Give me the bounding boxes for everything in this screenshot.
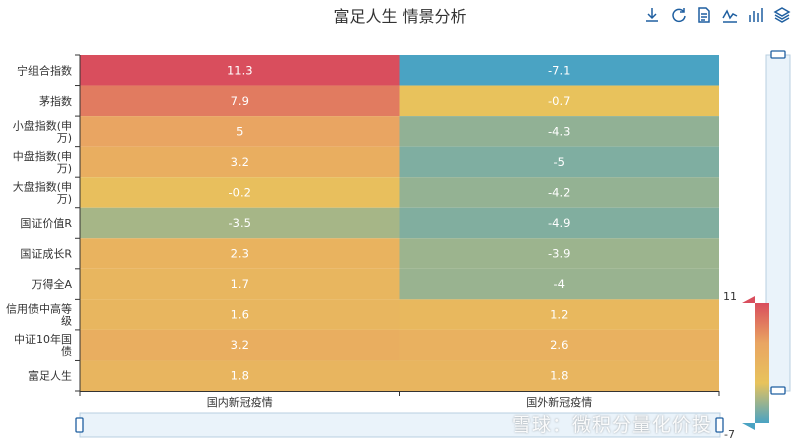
cell-value-label: -4 [554, 277, 565, 291]
cell-value-label: 11.3 [227, 63, 253, 77]
y-tick-label: 中证10年国债 [14, 332, 72, 358]
chart-title: 富足人生 情景分析 [333, 7, 467, 26]
heatmap-cell [80, 238, 400, 269]
heatmap-cell [80, 85, 400, 117]
y-tick-label: 中盘指数(申万) [13, 149, 72, 175]
x-tick-label: 国外新冠疫情 [526, 395, 592, 409]
cell-value-label: -4.2 [548, 185, 570, 199]
heatmap-cell [80, 329, 400, 361]
heatmap-cell [399, 177, 719, 208]
x-datazoom-handle-left[interactable] [75, 417, 84, 433]
y-datazoom-slider[interactable] [765, 54, 791, 392]
cell-value-label: 3.2 [231, 155, 249, 169]
bar-chart-icon[interactable] [747, 6, 765, 24]
y-tick-label: 信用债中高等级 [6, 302, 72, 328]
heatmap-cell [399, 360, 719, 391]
heatmap-cell [80, 55, 400, 86]
heatmap-cell [399, 207, 719, 239]
y-datazoom-handle-top[interactable] [770, 50, 786, 59]
cell-value-label: 5 [236, 124, 243, 138]
download-icon[interactable] [643, 6, 661, 24]
cell-value-label: 2.3 [231, 247, 249, 261]
heatmap-cell [80, 116, 400, 147]
x-datazoom-handle-right[interactable] [715, 417, 724, 433]
cell-value-label: 1.8 [550, 369, 568, 383]
y-tick-label: 宁组合指数 [17, 63, 72, 77]
visual-map-max-label: 11 [723, 290, 737, 303]
y-tick-label: 大盘指数(申万) [13, 179, 72, 205]
heatmap-cell [399, 116, 719, 147]
y-tick-label: 茅指数 [39, 94, 72, 108]
cell-value-label: -3.9 [548, 247, 570, 261]
heatmap-cell [399, 238, 719, 269]
heatmap-cell [80, 360, 400, 391]
cell-value-label: -4.3 [548, 124, 570, 138]
cell-value-label: 1.6 [231, 308, 249, 322]
watermark: 雪球：微积分量化价投 [512, 414, 713, 436]
heatmap-cell [399, 329, 719, 361]
cell-value-label: -0.7 [548, 94, 570, 108]
visual-map-handle-min[interactable] [742, 423, 755, 430]
data-view-icon[interactable] [695, 6, 713, 24]
line-chart-icon[interactable] [721, 6, 739, 24]
y-tick-label: 万得全A [31, 277, 72, 291]
heatmap-cell [399, 85, 719, 117]
cell-value-label: -4.9 [548, 216, 570, 230]
cell-value-label: 1.7 [231, 277, 249, 291]
heatmap-cell [399, 55, 719, 86]
stack-icon[interactable] [773, 6, 791, 24]
cell-value-label: -0.2 [229, 185, 251, 199]
visual-map-bar[interactable] [755, 303, 769, 423]
cell-value-label: 7.9 [231, 94, 249, 108]
heatmap-cell [80, 299, 400, 330]
y-tick-label: 富足人生 [28, 369, 72, 383]
heatmap-cell [80, 207, 400, 239]
visual-map-min-label: -7 [724, 428, 735, 441]
cell-value-label: 2.6 [550, 338, 568, 352]
heatmap-cell [80, 268, 400, 300]
heatmap-cell [80, 146, 400, 178]
cell-value-label: -3.5 [229, 216, 251, 230]
cell-value-label: 1.2 [550, 308, 568, 322]
heatmap-cell [399, 268, 719, 300]
x-tick-label: 国内新冠疫情 [207, 395, 273, 409]
y-tick-label: 国证价值R [20, 217, 72, 230]
cell-value-label: -5 [554, 155, 565, 169]
y-datazoom-handle-bottom[interactable] [770, 386, 786, 395]
heatmap-cell [80, 177, 400, 208]
cell-value-label: 3.2 [231, 338, 249, 352]
cell-value-label: 1.8 [231, 369, 249, 383]
visual-map-handle-max[interactable] [742, 296, 755, 303]
y-tick-label: 国证成长R [20, 248, 72, 261]
refresh-icon[interactable] [670, 6, 688, 24]
cell-value-label: -7.1 [548, 63, 570, 77]
y-tick-label: 小盘指数(申万) [13, 118, 72, 144]
heatmap-cell [399, 299, 719, 330]
heatmap-cell [399, 146, 719, 178]
